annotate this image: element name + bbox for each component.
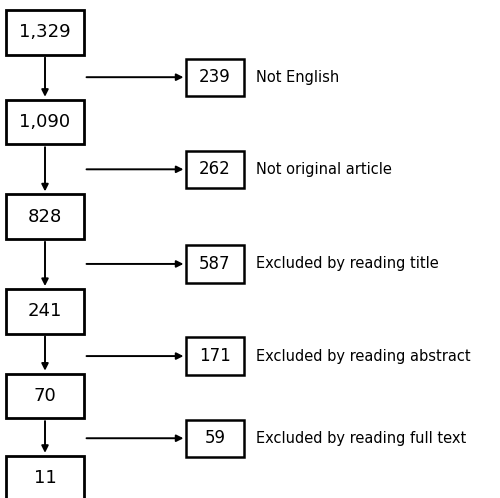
FancyBboxPatch shape xyxy=(186,150,244,188)
Text: 11: 11 xyxy=(34,469,56,487)
Text: 587: 587 xyxy=(199,255,231,273)
Text: 59: 59 xyxy=(204,429,226,447)
FancyBboxPatch shape xyxy=(6,374,84,418)
Text: Excluded by reading abstract: Excluded by reading abstract xyxy=(256,349,471,364)
Text: Excluded by reading title: Excluded by reading title xyxy=(256,256,439,271)
Text: 262: 262 xyxy=(199,160,231,178)
Text: 828: 828 xyxy=(28,208,62,226)
FancyBboxPatch shape xyxy=(186,338,244,375)
Text: 239: 239 xyxy=(199,68,231,86)
FancyBboxPatch shape xyxy=(6,456,84,498)
Text: 171: 171 xyxy=(199,347,231,365)
FancyBboxPatch shape xyxy=(186,246,244,283)
FancyBboxPatch shape xyxy=(6,10,84,55)
FancyBboxPatch shape xyxy=(186,59,244,96)
FancyBboxPatch shape xyxy=(6,100,84,144)
Text: Not English: Not English xyxy=(256,70,340,85)
FancyBboxPatch shape xyxy=(6,289,84,334)
Text: Excluded by reading full text: Excluded by reading full text xyxy=(256,431,466,446)
Text: 241: 241 xyxy=(28,302,62,320)
Text: Not original article: Not original article xyxy=(256,162,392,177)
FancyBboxPatch shape xyxy=(6,194,84,239)
FancyBboxPatch shape xyxy=(186,419,244,457)
Text: 70: 70 xyxy=(34,387,56,405)
Text: 1,090: 1,090 xyxy=(20,113,70,131)
Text: 1,329: 1,329 xyxy=(19,23,71,41)
